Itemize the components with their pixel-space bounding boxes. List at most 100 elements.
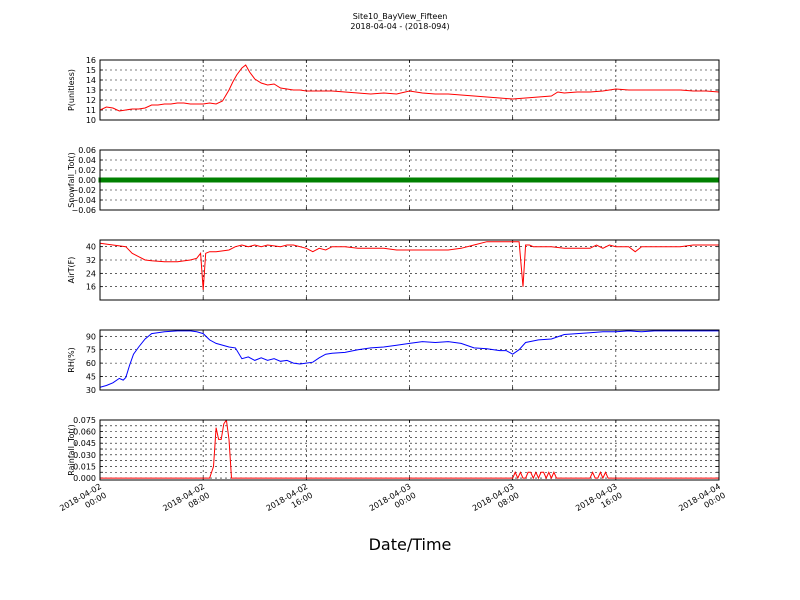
series-marker	[647, 177, 651, 183]
series-marker	[485, 177, 489, 183]
series-marker	[671, 177, 675, 183]
series-marker	[101, 177, 105, 183]
series-marker	[398, 177, 402, 183]
series-marker	[653, 177, 657, 183]
series-marker	[377, 177, 381, 183]
series-marker	[623, 177, 627, 183]
series-marker	[686, 177, 690, 183]
series-marker	[713, 177, 717, 183]
series-marker	[290, 177, 294, 183]
series-marker	[341, 177, 345, 183]
y-tick-label: −0.06	[71, 206, 96, 215]
series-marker	[365, 177, 369, 183]
series-marker	[542, 177, 546, 183]
series-marker	[608, 177, 612, 183]
series-marker	[374, 177, 378, 183]
series-marker	[707, 177, 711, 183]
series-marker	[419, 177, 423, 183]
series-marker	[473, 177, 477, 183]
y-tick-label: 11	[86, 106, 96, 115]
series-marker	[182, 177, 186, 183]
subplot-4: 30 45 60 75 90 RH(%)	[67, 329, 720, 395]
y-tick-label: −0.02	[71, 186, 96, 195]
series-marker	[569, 177, 573, 183]
series-marker	[515, 177, 519, 183]
series-marker	[545, 177, 549, 183]
series-marker	[308, 177, 312, 183]
series-marker	[125, 177, 129, 183]
series-marker	[593, 177, 597, 183]
series-marker	[314, 177, 318, 183]
series-marker	[443, 177, 447, 183]
series-marker	[581, 177, 585, 183]
y-tick-label: 13	[86, 86, 96, 95]
series-marker	[332, 177, 336, 183]
series-marker	[641, 177, 645, 183]
x-axis-tick-labels: 2018-04-0200:00 2018-04-0208:00 2018-04-02…	[58, 482, 727, 522]
series-marker	[521, 177, 525, 183]
series-marker	[503, 177, 507, 183]
series-marker	[404, 177, 408, 183]
series-marker	[452, 177, 456, 183]
y-tick-label: 0.075	[73, 416, 96, 425]
series-marker	[695, 177, 699, 183]
x-tick-label: 2018-04-0316:00	[574, 482, 624, 522]
series-marker	[548, 177, 552, 183]
series-marker	[218, 177, 222, 183]
y-tick-label: 75	[86, 346, 96, 355]
series-marker	[263, 177, 267, 183]
series-marker	[407, 177, 411, 183]
series-marker	[155, 177, 159, 183]
series-marker	[554, 177, 558, 183]
y-tick-label: 16	[86, 283, 96, 292]
series-marker	[329, 177, 333, 183]
series-marker	[281, 177, 285, 183]
series-marker	[575, 177, 579, 183]
series-marker	[359, 177, 363, 183]
series-marker	[305, 177, 309, 183]
y-tick-label: 0.030	[73, 451, 96, 460]
x-tick-label: 2018-04-0200:00	[58, 482, 108, 522]
series-marker	[293, 177, 297, 183]
y-tick-label: 0.060	[73, 428, 96, 437]
series-marker	[527, 177, 531, 183]
series-marker	[224, 177, 228, 183]
series-marker	[428, 177, 432, 183]
series-marker	[239, 177, 243, 183]
series-marker	[635, 177, 639, 183]
series-marker	[512, 177, 516, 183]
series-marker	[467, 177, 471, 183]
series-marker	[662, 177, 666, 183]
series-marker	[347, 177, 351, 183]
series-marker	[704, 177, 708, 183]
series-marker	[437, 177, 441, 183]
series-marker	[248, 177, 252, 183]
series-marker	[194, 177, 198, 183]
series-marker	[266, 177, 270, 183]
y-tick-label: 0.02	[78, 166, 96, 175]
series-marker	[170, 177, 174, 183]
series-marker	[680, 177, 684, 183]
series-marker	[209, 177, 213, 183]
y-tick-label: −0.04	[71, 196, 96, 205]
series-marker	[422, 177, 426, 183]
series-marker	[413, 177, 417, 183]
series-marker	[200, 177, 204, 183]
series-marker	[158, 177, 162, 183]
series-marker	[275, 177, 279, 183]
y-axis-label: P(unitless)	[67, 69, 76, 111]
y-tick-label: 15	[86, 66, 96, 75]
x-tick-label: 2018-04-0216:00	[265, 482, 315, 522]
y-tick-label: 24	[86, 269, 96, 278]
y-axis-label: RH(%)	[67, 347, 76, 372]
series-marker	[434, 177, 438, 183]
series-marker	[164, 177, 168, 183]
series-marker	[317, 177, 321, 183]
series-marker	[122, 177, 126, 183]
y-axis-label: Rainfall_Tot()	[67, 424, 76, 476]
series-marker	[440, 177, 444, 183]
series-marker	[629, 177, 633, 183]
x-tick-label: 2018-04-0300:00	[368, 482, 418, 522]
